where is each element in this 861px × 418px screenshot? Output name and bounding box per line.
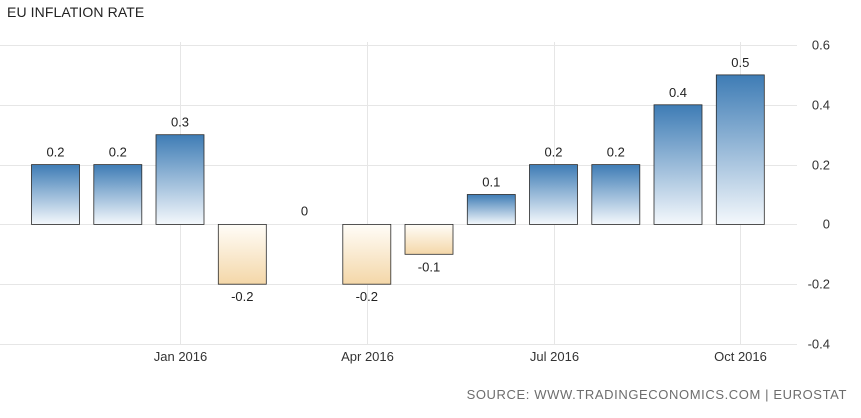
- data-label: 0.2: [607, 145, 625, 160]
- bar: [31, 164, 80, 225]
- data-label: -0.2: [356, 289, 378, 304]
- data-label: 0.5: [731, 55, 749, 70]
- bar: [404, 223, 454, 255]
- x-tick-label: Oct 2016: [714, 349, 767, 364]
- data-label: 0.2: [46, 145, 64, 160]
- bars: [31, 74, 765, 285]
- y-tick-label: 0.6: [812, 38, 830, 53]
- data-label: -0.2: [231, 289, 253, 304]
- y-tick-label: 0.4: [812, 98, 830, 113]
- data-label: 0.2: [109, 145, 127, 160]
- bar: [155, 134, 205, 225]
- chart-title: EU INFLATION RATE: [7, 4, 145, 20]
- source-attribution: SOURCE: WWW.TRADINGECONOMICS.COM | EUROS…: [466, 387, 847, 402]
- y-tick-label: -0.4: [808, 337, 830, 352]
- data-label: 0.4: [669, 85, 687, 100]
- bar: [591, 164, 641, 225]
- data-label: 0.2: [544, 145, 562, 160]
- x-tick-label: Jul 2016: [530, 349, 579, 364]
- bar: [529, 164, 578, 225]
- y-tick-label: 0: [823, 217, 830, 232]
- bar: [653, 104, 703, 225]
- y-tick-label: 0.2: [812, 158, 830, 173]
- data-label: 0: [301, 203, 308, 218]
- y-axis: 0.6 0.4 0.2 0 -0.2 -0.4: [808, 38, 830, 352]
- data-label: 0.1: [482, 175, 500, 190]
- y-tick-label: -0.2: [808, 277, 830, 292]
- data-label: 0.3: [171, 115, 189, 130]
- data-label: -0.1: [418, 259, 440, 274]
- bar: [93, 164, 143, 225]
- bar: [715, 74, 765, 225]
- bar: [466, 194, 516, 225]
- data-labels: 0.2 0.2 0.3 -0.2 0 -0.2 -0.1 0.1 0.2 0.2 0.4 0.5: [46, 55, 749, 304]
- x-axis: Jan 2016 Apr 2016 Jul 2016 Oct 2016: [154, 349, 767, 364]
- bar: [342, 223, 392, 285]
- x-tick-label: Apr 2016: [341, 349, 394, 364]
- x-tick-label: Jan 2016: [154, 349, 208, 364]
- bar: [217, 223, 267, 285]
